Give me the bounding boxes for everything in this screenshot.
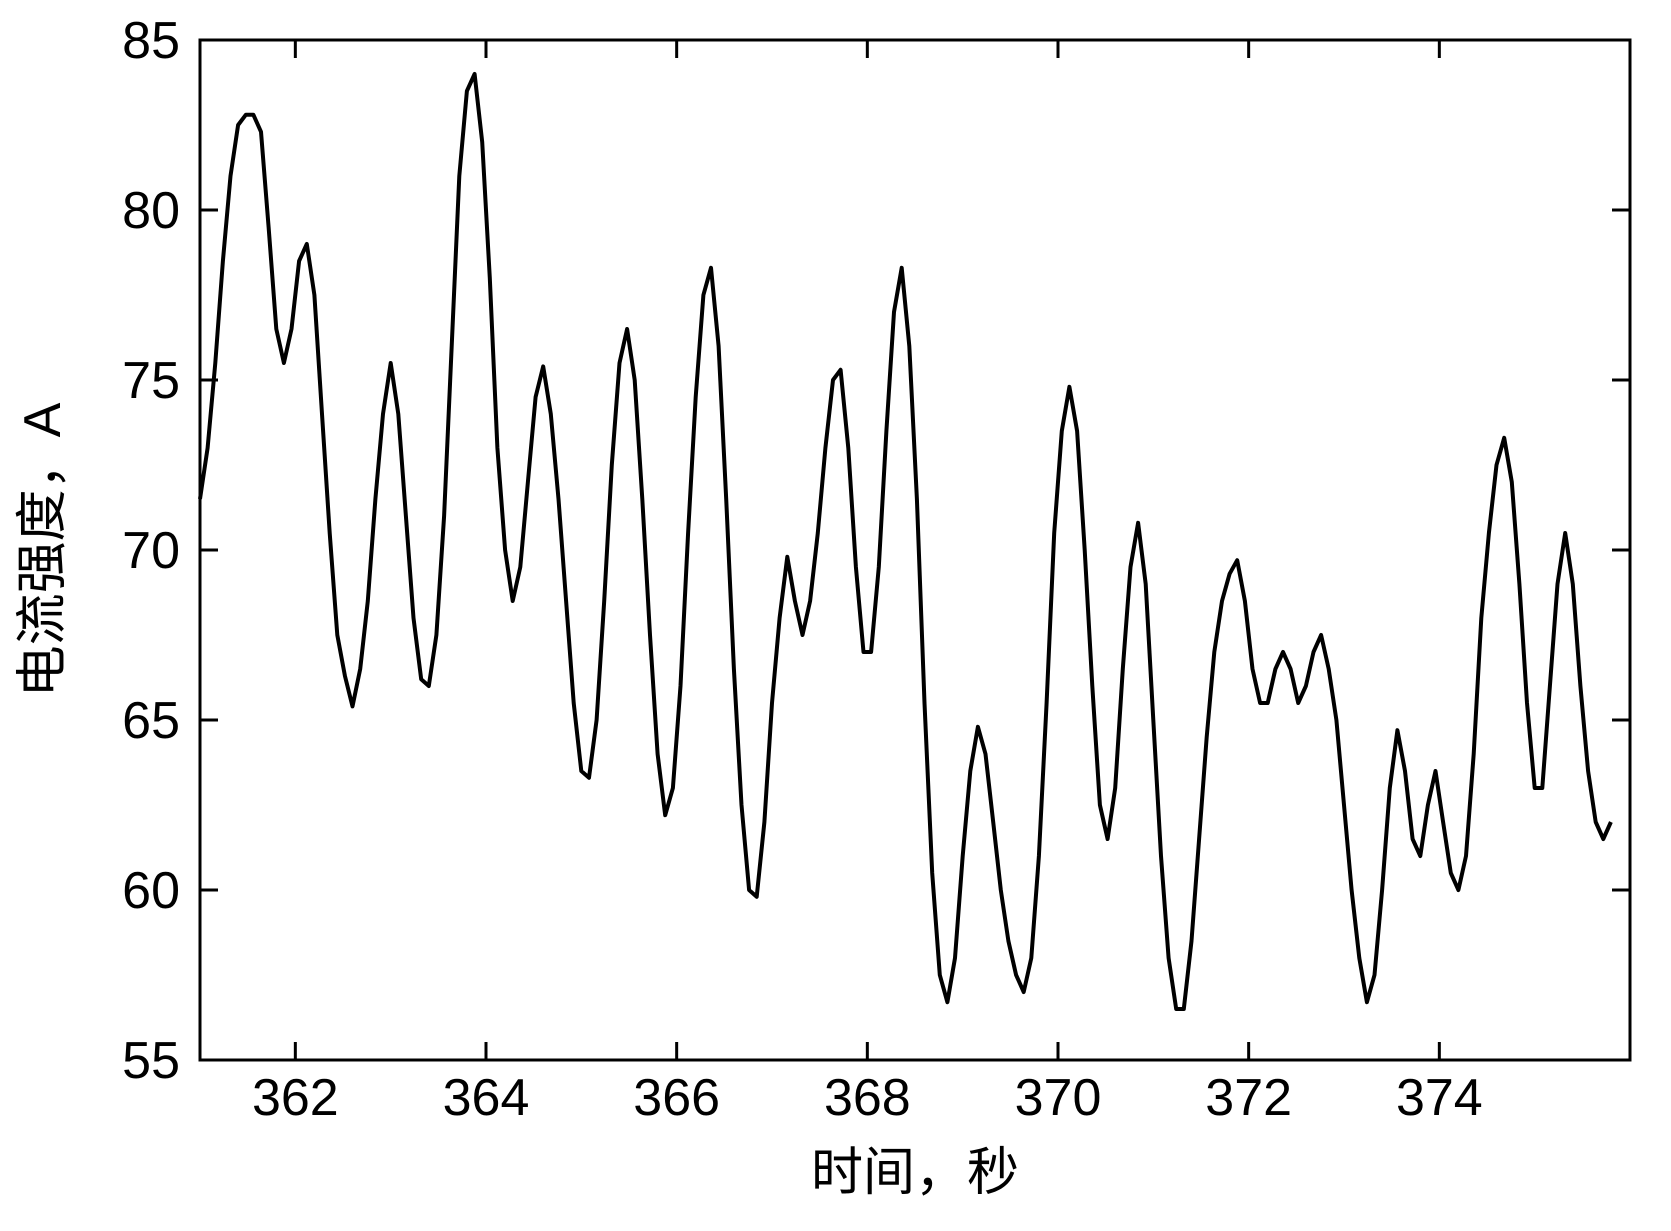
y-ticks: 55 60 65 70 75 80 85: [122, 12, 1630, 1090]
line-chart: 55 60 65 70 75 80 85 362 364 366 368 370 372 374 电流强…: [0, 0, 1671, 1231]
y-axis-label: 电流强度，A: [14, 402, 72, 697]
plot-border: [200, 40, 1630, 1060]
y-tick-label: 55: [122, 1032, 180, 1090]
x-tick-label: 366: [633, 1069, 720, 1127]
chart-container: 55 60 65 70 75 80 85 362 364 366 368 370 372 374 电流强…: [0, 0, 1671, 1231]
y-tick-label: 70: [122, 522, 180, 580]
x-tick-label: 370: [1015, 1069, 1102, 1127]
x-ticks: 362 364 366 368 370 372 374: [252, 40, 1483, 1127]
y-tick-label: 80: [122, 182, 180, 240]
y-tick-label: 65: [122, 692, 180, 750]
x-tick-label: 374: [1396, 1069, 1483, 1127]
y-tick-label: 60: [122, 862, 180, 920]
x-tick-label: 372: [1205, 1069, 1292, 1127]
y-tick-label: 75: [122, 352, 180, 410]
x-tick-label: 362: [252, 1069, 339, 1127]
x-tick-label: 368: [824, 1069, 911, 1127]
y-tick-label: 85: [122, 12, 180, 70]
x-tick-label: 364: [443, 1069, 530, 1127]
data-line: [200, 74, 1611, 1009]
x-axis-label: 时间，秒: [811, 1144, 1019, 1202]
